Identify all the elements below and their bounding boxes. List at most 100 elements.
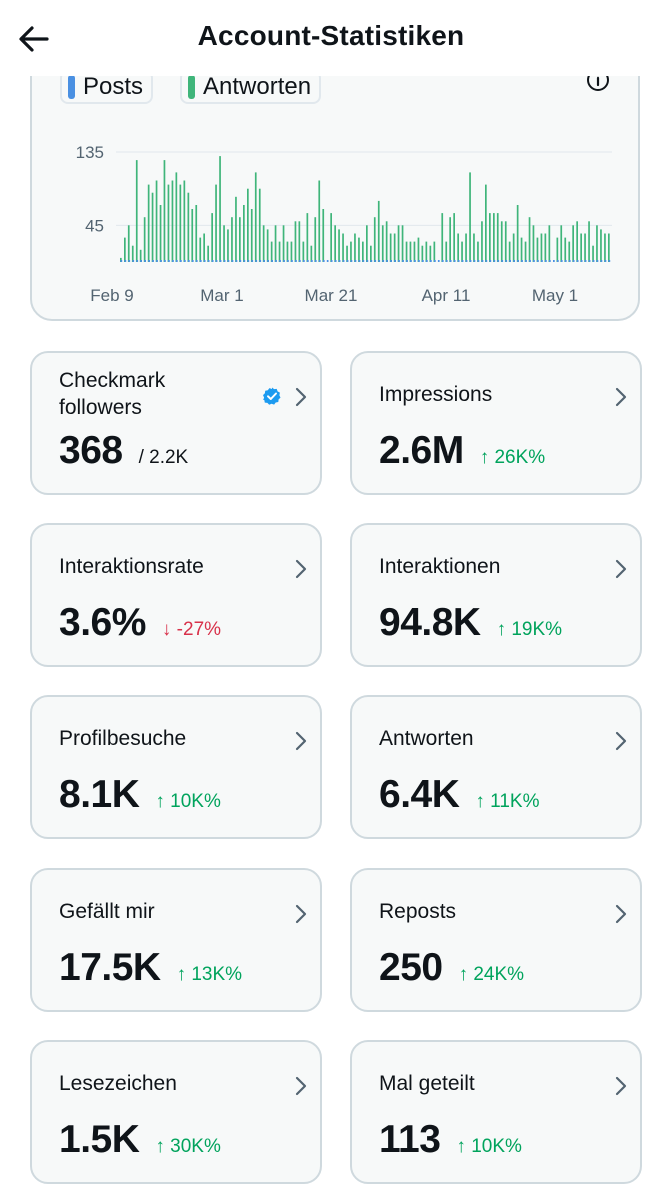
bar-antworten — [608, 233, 610, 262]
chevron-right-icon[interactable] — [294, 904, 308, 924]
chevron-right-icon[interactable] — [294, 387, 308, 407]
bar-posts — [525, 260, 527, 262]
bar-antworten — [485, 184, 487, 262]
bar-antworten — [278, 241, 281, 262]
bar-antworten — [227, 229, 229, 262]
bar-posts — [457, 260, 460, 262]
stat-card-mal-geteilt[interactable]: Mal geteilt 113 ↑ 10K% — [350, 1040, 642, 1184]
bar-posts — [263, 260, 265, 262]
bar-posts — [406, 260, 408, 262]
bar-antworten — [290, 241, 293, 262]
stat-sub-total: / 2.2K — [138, 447, 189, 468]
bar-antworten — [377, 200, 380, 262]
bar-antworten — [358, 237, 360, 262]
stat-card-profilbesuche[interactable]: Profilbesuche 8.1K ↑ 10K% — [30, 695, 322, 839]
bar-antworten — [147, 184, 150, 262]
bar-antworten — [469, 172, 471, 262]
bar-antworten — [135, 160, 138, 262]
x-tick-label: May 1 — [532, 286, 578, 305]
bar-posts — [541, 260, 543, 262]
stat-change: ↑ 30K% — [155, 1136, 221, 1157]
bar-antworten — [235, 196, 237, 262]
bar-posts — [255, 260, 258, 262]
stat-card-impressions[interactable]: Impressions 2.6M ↑ 26K% — [350, 351, 642, 495]
bar-antworten — [195, 205, 198, 262]
chevron-right-icon[interactable] — [294, 731, 308, 751]
bar-posts — [124, 260, 127, 262]
bar-posts — [493, 260, 496, 262]
bar-antworten — [120, 257, 122, 262]
bar-antworten — [461, 241, 463, 262]
stat-change: ↓ -27% — [161, 619, 222, 640]
bar-antworten — [243, 205, 245, 262]
bar-posts — [120, 260, 123, 262]
bar-antworten — [338, 229, 340, 262]
bar-posts — [354, 260, 357, 262]
bar-posts — [426, 260, 428, 262]
bar-antworten — [500, 221, 503, 262]
bar-posts — [338, 260, 341, 262]
stat-card-interaktionsrate[interactable]: Interaktionsrate 3.6% ↓ -27% — [30, 523, 322, 667]
bar-antworten — [429, 245, 432, 262]
stat-card-reposts[interactable]: Reposts 250 ↑ 24K% — [350, 868, 642, 1012]
stat-value: 1.5K — [59, 1118, 140, 1161]
bar-posts — [314, 260, 317, 262]
bar-antworten — [489, 213, 491, 262]
chevron-right-icon[interactable] — [614, 904, 628, 924]
bar-antworten — [409, 241, 412, 262]
bar-antworten — [540, 233, 543, 262]
bar-posts — [227, 260, 230, 262]
back-arrow-icon[interactable] — [14, 20, 54, 60]
bar-antworten — [417, 237, 420, 262]
bar-posts — [318, 260, 321, 262]
legend-posts-label: Posts — [83, 73, 144, 100]
stat-label: Profilbesuche — [59, 727, 187, 750]
chevron-right-icon[interactable] — [294, 559, 308, 579]
chevron-right-icon[interactable] — [614, 1076, 628, 1096]
bar-posts — [382, 260, 385, 262]
bar-posts — [600, 260, 603, 262]
stat-label: Interaktionsrate — [59, 555, 204, 578]
bar-posts — [549, 260, 551, 262]
chevron-right-icon[interactable] — [294, 1076, 308, 1096]
bar-posts — [223, 260, 226, 262]
bar-antworten — [354, 233, 356, 262]
bar-posts — [592, 260, 595, 262]
bar-antworten — [516, 205, 519, 262]
chevron-right-icon[interactable] — [614, 731, 628, 751]
bar-antworten — [159, 205, 162, 262]
bar-antworten — [187, 192, 190, 262]
bar-posts — [283, 260, 285, 262]
chevron-right-icon[interactable] — [614, 387, 628, 407]
bar-posts — [148, 260, 150, 262]
bar-antworten — [520, 237, 523, 262]
bar-posts — [537, 260, 539, 262]
stat-card-checkmark-followers[interactable]: Checkmark followers 368 / 2.2K — [30, 351, 322, 495]
bar-antworten — [592, 245, 594, 262]
bar-antworten — [572, 225, 574, 262]
bar-antworten — [250, 209, 253, 262]
stat-card-lesezeichen[interactable]: Lesezeichen 1.5K ↑ 30K% — [30, 1040, 322, 1184]
bar-posts — [386, 260, 388, 262]
bar-posts — [136, 260, 139, 262]
bar-antworten — [270, 241, 273, 262]
bar-antworten — [151, 192, 154, 262]
bar-posts — [211, 260, 214, 262]
chevron-right-icon[interactable] — [614, 559, 628, 579]
stat-value: 8.1K — [59, 773, 140, 816]
stat-change: ↑ 11K% — [475, 791, 540, 812]
stat-card-gef-llt-mir[interactable]: Gefällt mir 17.5K ↑ 13K% — [30, 868, 322, 1012]
bar-posts — [513, 260, 515, 262]
bar-posts — [509, 260, 511, 262]
stat-card-antworten[interactable]: Antworten 6.4K ↑ 11K% — [350, 695, 642, 839]
bar-antworten — [231, 217, 233, 262]
bar-antworten — [318, 180, 321, 262]
bar-posts — [465, 260, 468, 262]
stat-value: 113 — [379, 1118, 441, 1161]
bar-antworten — [155, 180, 158, 262]
bar-antworten — [588, 221, 590, 262]
bar-posts — [370, 260, 373, 262]
bar-antworten — [453, 213, 455, 262]
bar-antworten — [211, 213, 213, 262]
stat-card-interaktionen[interactable]: Interaktionen 94.8K ↑ 19K% — [350, 523, 642, 667]
